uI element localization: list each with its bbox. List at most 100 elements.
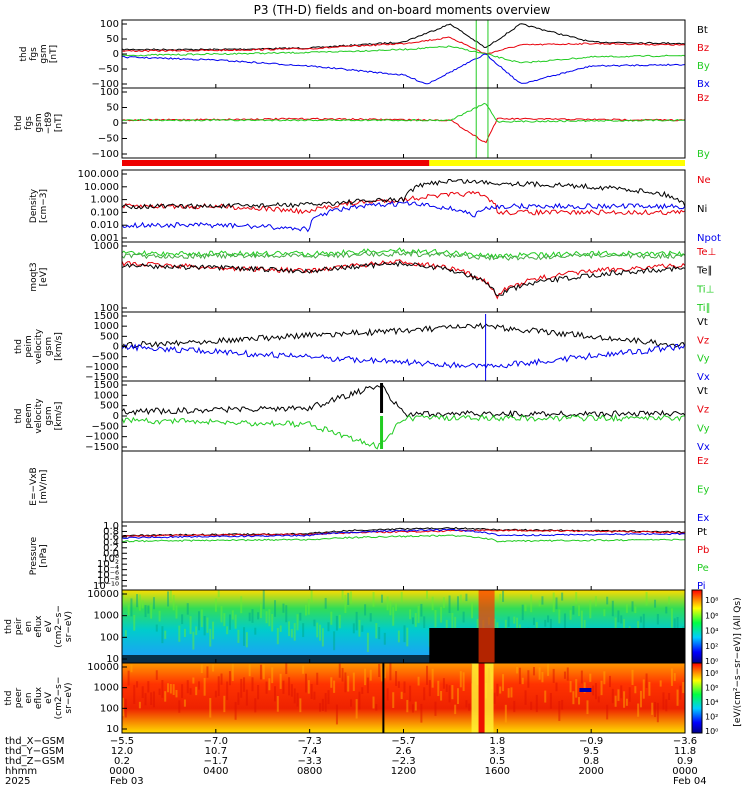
spectrogram-cell [462, 672, 465, 691]
x-date-label: Feb 03 [110, 776, 144, 787]
colorbar-tick: 10⁶ [705, 611, 718, 620]
x-axis-labels: thd_X−GSMthd_Y−GSMthd_Z−GSMhhmm2025−5.51… [5, 736, 707, 787]
spectrogram-cell [392, 692, 395, 708]
spectrogram-cell [665, 699, 668, 712]
spectrogram-cell [150, 692, 153, 705]
spectrogram-cell [189, 616, 192, 635]
spectrogram-cell [164, 630, 167, 639]
colorbar-strip [691, 662, 703, 734]
y-axis-label-line: [cm−3] [39, 189, 49, 223]
spectrogram-cell [549, 618, 552, 632]
spectrogram-cell [552, 592, 555, 613]
spectrogram-cell [459, 671, 462, 688]
y-axis-label-line: −t89 [44, 111, 54, 134]
spectrogram-cell [341, 590, 344, 600]
spectrogram-cell [369, 669, 372, 681]
spectrogram-cell [133, 684, 136, 704]
panel-peer-spec: thd peer en eflux eV (cm2−s− sr−eV) 10000 1000 10… [4, 662, 686, 735]
y-axis-label-line: velocity [34, 328, 44, 364]
y-tick-label: 1000 [94, 241, 119, 252]
y-axis-label-line: [nT] [54, 114, 64, 132]
spectrogram-cell [192, 677, 195, 684]
spectrogram-cell [423, 687, 426, 701]
spectrogram-cell [445, 684, 448, 693]
series-line-Te⊥ [122, 259, 685, 300]
colorbar-tick: 10⁸ [705, 669, 718, 678]
spectrogram-cell [625, 604, 628, 613]
spectrogram-cell [541, 671, 544, 683]
panel-frame [121, 87, 686, 159]
spectrogram-cell [279, 625, 282, 632]
series-spike [380, 383, 384, 413]
spectrogram-cell [375, 704, 378, 711]
x-column-value: 7.4 [302, 746, 318, 757]
spectrogram-cell [228, 614, 231, 630]
spectrogram-cell [217, 590, 220, 598]
spectrogram-cell [271, 613, 274, 632]
spectrogram-cell [389, 663, 392, 681]
spectrogram-cell [226, 681, 229, 701]
spectrogram-cell [203, 677, 206, 696]
spectrogram-cell [330, 611, 333, 625]
y-axis-label-line: fgs [24, 116, 34, 130]
spectrogram-cell [426, 665, 429, 685]
x-column-value: 0800 [297, 766, 322, 777]
panel-fgs-gsm-t89: thd fgs gsm −t89 [nT] 100 50 0 −50 −100 Bz By [14, 87, 710, 160]
spectrogram-cell [212, 664, 215, 672]
spectrogram-cell [172, 594, 175, 611]
spectrogram-cell [358, 619, 361, 637]
spectrogram-cell [186, 680, 189, 694]
spectrogram-cell [496, 683, 499, 697]
x-row-label: thd_Y−GSM [5, 746, 64, 757]
spectrogram-cell [189, 688, 192, 695]
x-row-label: 2025 [5, 776, 30, 787]
spectrogram-cell [594, 683, 597, 700]
spectrogram-cell [141, 600, 144, 609]
panel-frame [121, 450, 686, 523]
series-line-By [122, 102, 685, 123]
y-axis-label-line: moqt3 [29, 262, 39, 291]
panel-frame [121, 521, 686, 591]
x-column-value: 2.6 [396, 746, 412, 757]
spectrogram-cell [366, 677, 369, 694]
spectrogram-cell [161, 626, 164, 644]
spectrogram-cell [386, 596, 389, 611]
spectrogram-cell [152, 597, 155, 610]
spectrogram-cell [259, 664, 262, 680]
y-tick-label: 10⁻⁶ [97, 570, 119, 581]
panel-data [122, 526, 685, 543]
spectrogram-cell [648, 681, 651, 696]
colorbar-tick: 10⁰ [705, 657, 718, 666]
spectrogram-cell [350, 591, 353, 604]
spectrogram-cell [471, 602, 474, 619]
spectrogram-cell [181, 684, 184, 699]
y-tick-label: 1000 [94, 683, 119, 694]
spectrogram-cell [440, 691, 443, 701]
legend-entry: Bx [697, 79, 710, 90]
spectrogram-cell [347, 675, 350, 692]
series-spike [380, 416, 384, 449]
spectrogram-cell [178, 700, 181, 713]
spectrogram-cell [603, 609, 606, 617]
spectrogram-cell [411, 617, 414, 625]
spectrogram-cell [606, 596, 609, 605]
y-axis-label-line: [nPa] [39, 544, 49, 567]
spectrogram-cell [293, 688, 296, 704]
spectrogram-cell [321, 698, 324, 711]
spectrogram-cell [631, 669, 634, 686]
spectrogram-cell [431, 668, 434, 688]
spectrogram-cell [659, 680, 662, 687]
colorbar-tick: 10⁴ [705, 698, 718, 707]
spectrogram-cell [578, 605, 581, 617]
colorbar-tick: 10² [705, 642, 718, 651]
y-axis-label-line: thd [4, 691, 14, 706]
y-axis-label-line: [mV/m] [39, 470, 49, 504]
x-column-value: −7.3 [298, 736, 322, 747]
spectrogram-cell [465, 700, 468, 708]
legend-entry: Ti⊥ [696, 284, 714, 295]
spectrogram-cell [254, 698, 257, 713]
y-axis-label: Density [cm−3] [29, 188, 49, 223]
y-tick-label: 0 [113, 118, 119, 129]
y-axis-label: thd peem velocity gsm [km/s] [14, 398, 64, 434]
spectrogram-cell [397, 681, 400, 688]
